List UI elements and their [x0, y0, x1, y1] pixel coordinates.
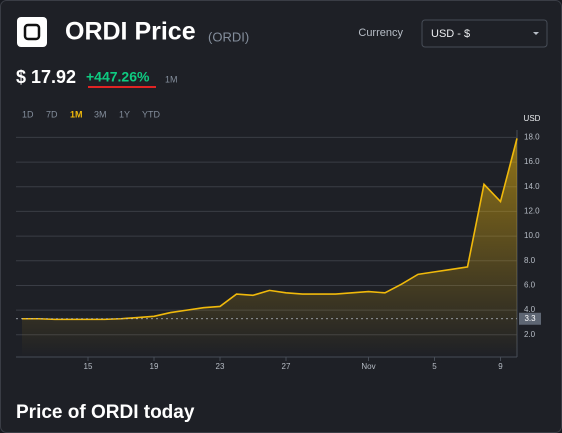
coin-icon-glyph [23, 23, 41, 41]
section-title: Price of ORDI today [16, 402, 195, 423]
y-tick-label: 2.0 [524, 330, 536, 339]
range-tab[interactable]: 1Y [119, 109, 130, 119]
chart: USD 2.0 4.0 6.0 8.0 10.0 12.0 14.0 16.0 18.0 3.3 15… [16, 114, 541, 371]
coin-icon [17, 17, 47, 47]
range-tab[interactable]: YTD [142, 109, 161, 119]
y-tick-label: 8.0 [524, 256, 536, 265]
currency-value: USD - $ [431, 28, 470, 40]
title: ORDI Price [65, 18, 196, 46]
price-line [22, 138, 518, 321]
range-tab[interactable]: 1D [22, 109, 34, 119]
currency-select[interactable] [421, 19, 548, 48]
y-tick-label: 4.0 [524, 305, 536, 314]
x-tick-label: 15 [84, 362, 93, 371]
price: $ 17.92 [16, 67, 76, 87]
x-tick-label: Nov [361, 362, 375, 371]
range-tab[interactable]: 1M [70, 109, 83, 119]
y-tick-label: 10.0 [524, 231, 540, 240]
y-tick-label: 6.0 [524, 281, 536, 290]
x-tick-label: 5 [432, 362, 437, 371]
x-tick-label: 9 [498, 362, 503, 371]
range-tabs: 1D 7D 1M 3M 1Y YTD [22, 109, 161, 119]
symbol: (ORDI) [208, 29, 249, 44]
price-change: +447.26% [86, 69, 150, 85]
reference-tag [519, 312, 541, 325]
y-tick-label: 18.0 [524, 133, 540, 142]
range-tab[interactable]: 7D [46, 109, 58, 119]
x-tick-label: 27 [282, 362, 291, 371]
y-tick-label: 12.0 [524, 207, 540, 216]
y-tick-label: 16.0 [524, 157, 540, 166]
x-tick-label: 23 [216, 362, 225, 371]
y-tick-label: 14.0 [524, 182, 540, 191]
area [22, 138, 517, 357]
reference-label: 3.3 [524, 314, 536, 323]
x-tick-label: 19 [150, 362, 159, 371]
currency-label: Currency [358, 27, 403, 39]
y-axis-label: USD [524, 114, 541, 123]
change-period: 1M [165, 74, 178, 84]
range-tab[interactable]: 3M [94, 109, 107, 119]
dropdown-arrow [533, 32, 539, 35]
